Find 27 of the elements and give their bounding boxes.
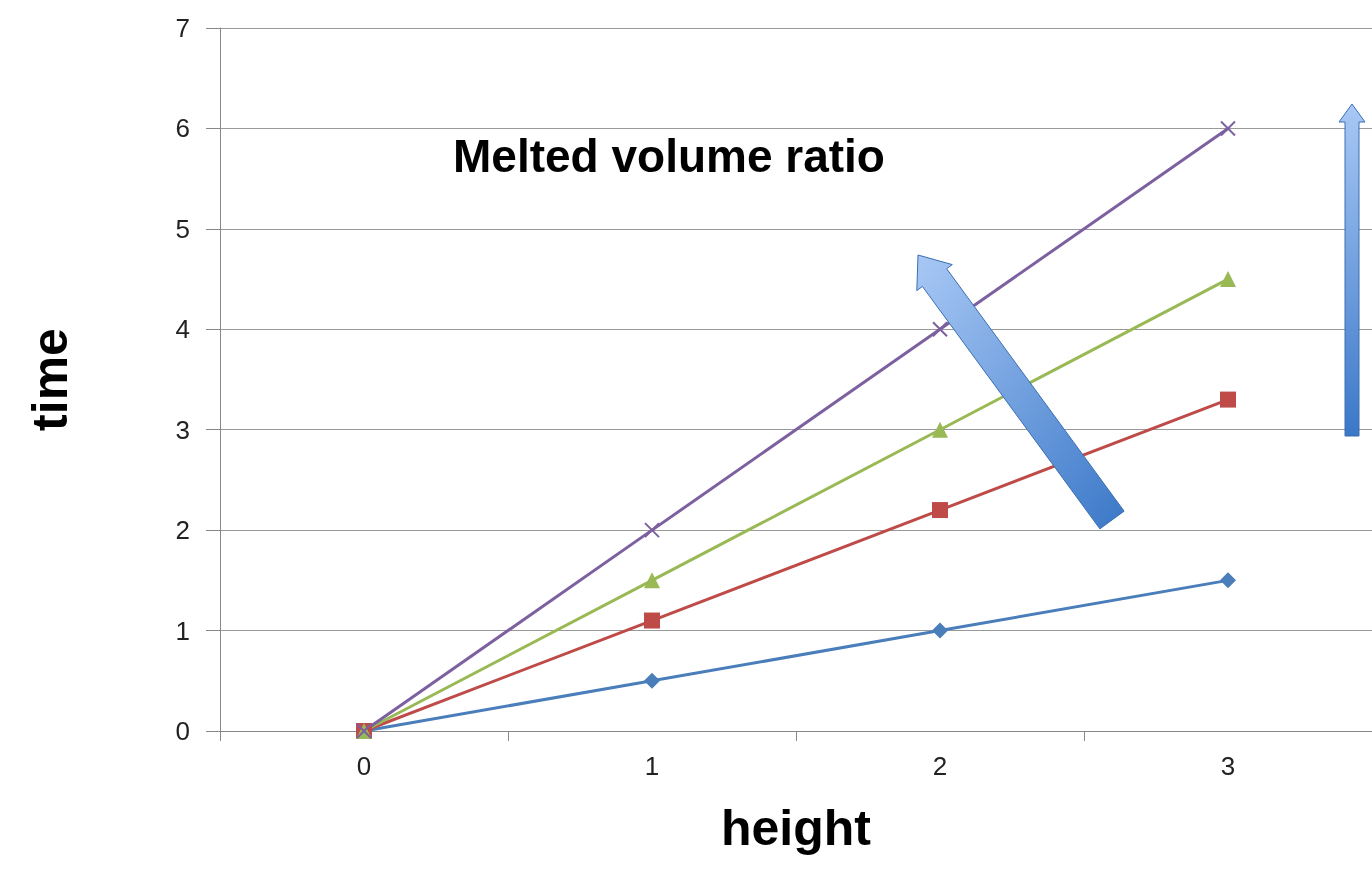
y-tick-label: 0 bbox=[175, 716, 190, 746]
point bbox=[1220, 572, 1236, 589]
point bbox=[644, 612, 660, 629]
point bbox=[932, 421, 948, 438]
point bbox=[644, 522, 660, 539]
point bbox=[1220, 391, 1236, 408]
point bbox=[1220, 271, 1236, 288]
x-tick-label: 1 bbox=[644, 751, 660, 781]
point bbox=[932, 622, 948, 639]
y-tick-label: 1 bbox=[175, 615, 190, 646]
point bbox=[644, 672, 660, 689]
y-tick-label: 6 bbox=[175, 113, 190, 144]
x-tick-label: 3 bbox=[1220, 751, 1236, 781]
y-axis-title: time bbox=[22, 328, 78, 431]
x-axis-title: height bbox=[721, 800, 872, 856]
point bbox=[932, 502, 948, 519]
annotation: Melted volume ratio bbox=[453, 130, 885, 182]
y-tick-label: 5 bbox=[175, 213, 190, 244]
y-tick-label: 4 bbox=[175, 314, 190, 345]
point bbox=[932, 321, 948, 338]
point bbox=[1220, 120, 1236, 137]
point bbox=[644, 572, 660, 589]
y-tick-label: 7 bbox=[175, 13, 190, 43]
x-tick-label: 0 bbox=[356, 751, 372, 781]
x-tick-label: 2 bbox=[932, 751, 948, 781]
y-tick-label: 3 bbox=[175, 414, 190, 445]
y-tick-label: 2 bbox=[175, 515, 190, 546]
